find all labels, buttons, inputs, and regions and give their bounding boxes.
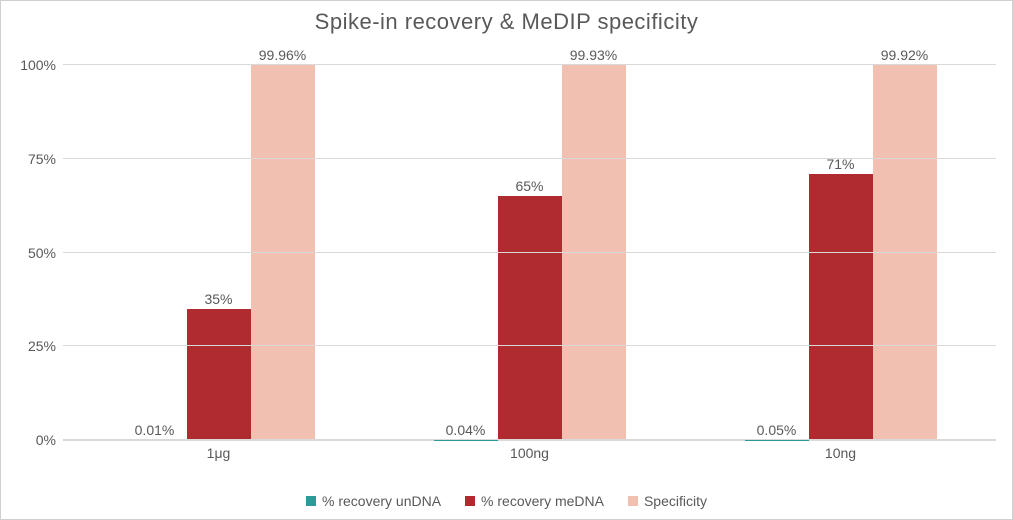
legend: % recovery unDNA % recovery meDNA Specific…: [1, 493, 1012, 509]
bar-value-label: 99.92%: [881, 47, 928, 65]
bar-slot: 99.93%: [562, 65, 626, 440]
bar-slot: 0.04%: [434, 65, 498, 440]
gridline: [63, 64, 996, 65]
ytick-label: 75%: [8, 151, 56, 167]
chart-container: Spike-in recovery & MeDIP specificity 0.…: [0, 0, 1013, 520]
gridline: [63, 439, 996, 440]
bar-value-label: 99.96%: [259, 47, 306, 65]
legend-item: % recovery unDNA: [306, 493, 441, 509]
ytick-label: 0%: [8, 432, 56, 448]
category-label: 1μg: [63, 445, 374, 467]
bar-slot: 0.05%: [745, 65, 809, 440]
bar-slot: 65%: [498, 65, 562, 440]
bar-value-label: 99.93%: [570, 47, 617, 65]
bar-slot: 35%: [187, 65, 251, 440]
gridline: [63, 252, 996, 253]
bar-value-label: 65%: [515, 178, 543, 196]
legend-label: % recovery meDNA: [481, 493, 604, 509]
legend-swatch: [628, 496, 638, 506]
legend-label: Specificity: [644, 493, 707, 509]
bar-groups: 0.01%35%99.96%0.04%65%99.93%0.05%71%99.9…: [63, 65, 996, 440]
category-label: 100ng: [374, 445, 685, 467]
bar-group: 0.04%65%99.93%: [374, 65, 685, 440]
legend-item: Specificity: [628, 493, 707, 509]
plot-area: 0.01%35%99.96%0.04%65%99.93%0.05%71%99.9…: [63, 65, 996, 441]
category-labels: 1μg100ng10ng: [63, 445, 996, 467]
ytick-label: 100%: [8, 57, 56, 73]
ytick-label: 50%: [8, 245, 56, 261]
bar-group: 0.05% 71%99.92%: [685, 65, 996, 440]
bar-value-label: 0.01%: [135, 422, 175, 440]
bar: 35%: [187, 309, 251, 440]
chart-title: Spike-in recovery & MeDIP specificity: [1, 1, 1012, 39]
legend-item: % recovery meDNA: [465, 493, 604, 509]
bar-slot: 99.92%: [873, 65, 937, 440]
bar-group: 0.01%35%99.96%: [63, 65, 374, 440]
bar-slot: 71%: [809, 65, 873, 440]
gridline: [63, 158, 996, 159]
bar: 99.93%: [562, 65, 626, 440]
legend-swatch: [465, 496, 475, 506]
legend-label: % recovery unDNA: [322, 493, 441, 509]
bar: 99.96%: [251, 65, 315, 440]
bar: 65%: [498, 196, 562, 440]
bar-slot: 99.96%: [251, 65, 315, 440]
bar-value-label: 35%: [204, 291, 232, 309]
bar-value-label: 0.05%: [757, 422, 797, 440]
gridline: [63, 345, 996, 346]
category-label: 10ng: [685, 445, 996, 467]
bar-slot: 0.01%: [123, 65, 187, 440]
bar: 71%: [809, 174, 873, 440]
plot-wrapper: 0.01%35%99.96%0.04%65%99.93%0.05%71%99.9…: [63, 45, 996, 441]
ytick-label: 25%: [8, 338, 56, 354]
legend-swatch: [306, 496, 316, 506]
bar-value-label: 0.04%: [446, 422, 486, 440]
bar: 99.92%: [873, 65, 937, 440]
